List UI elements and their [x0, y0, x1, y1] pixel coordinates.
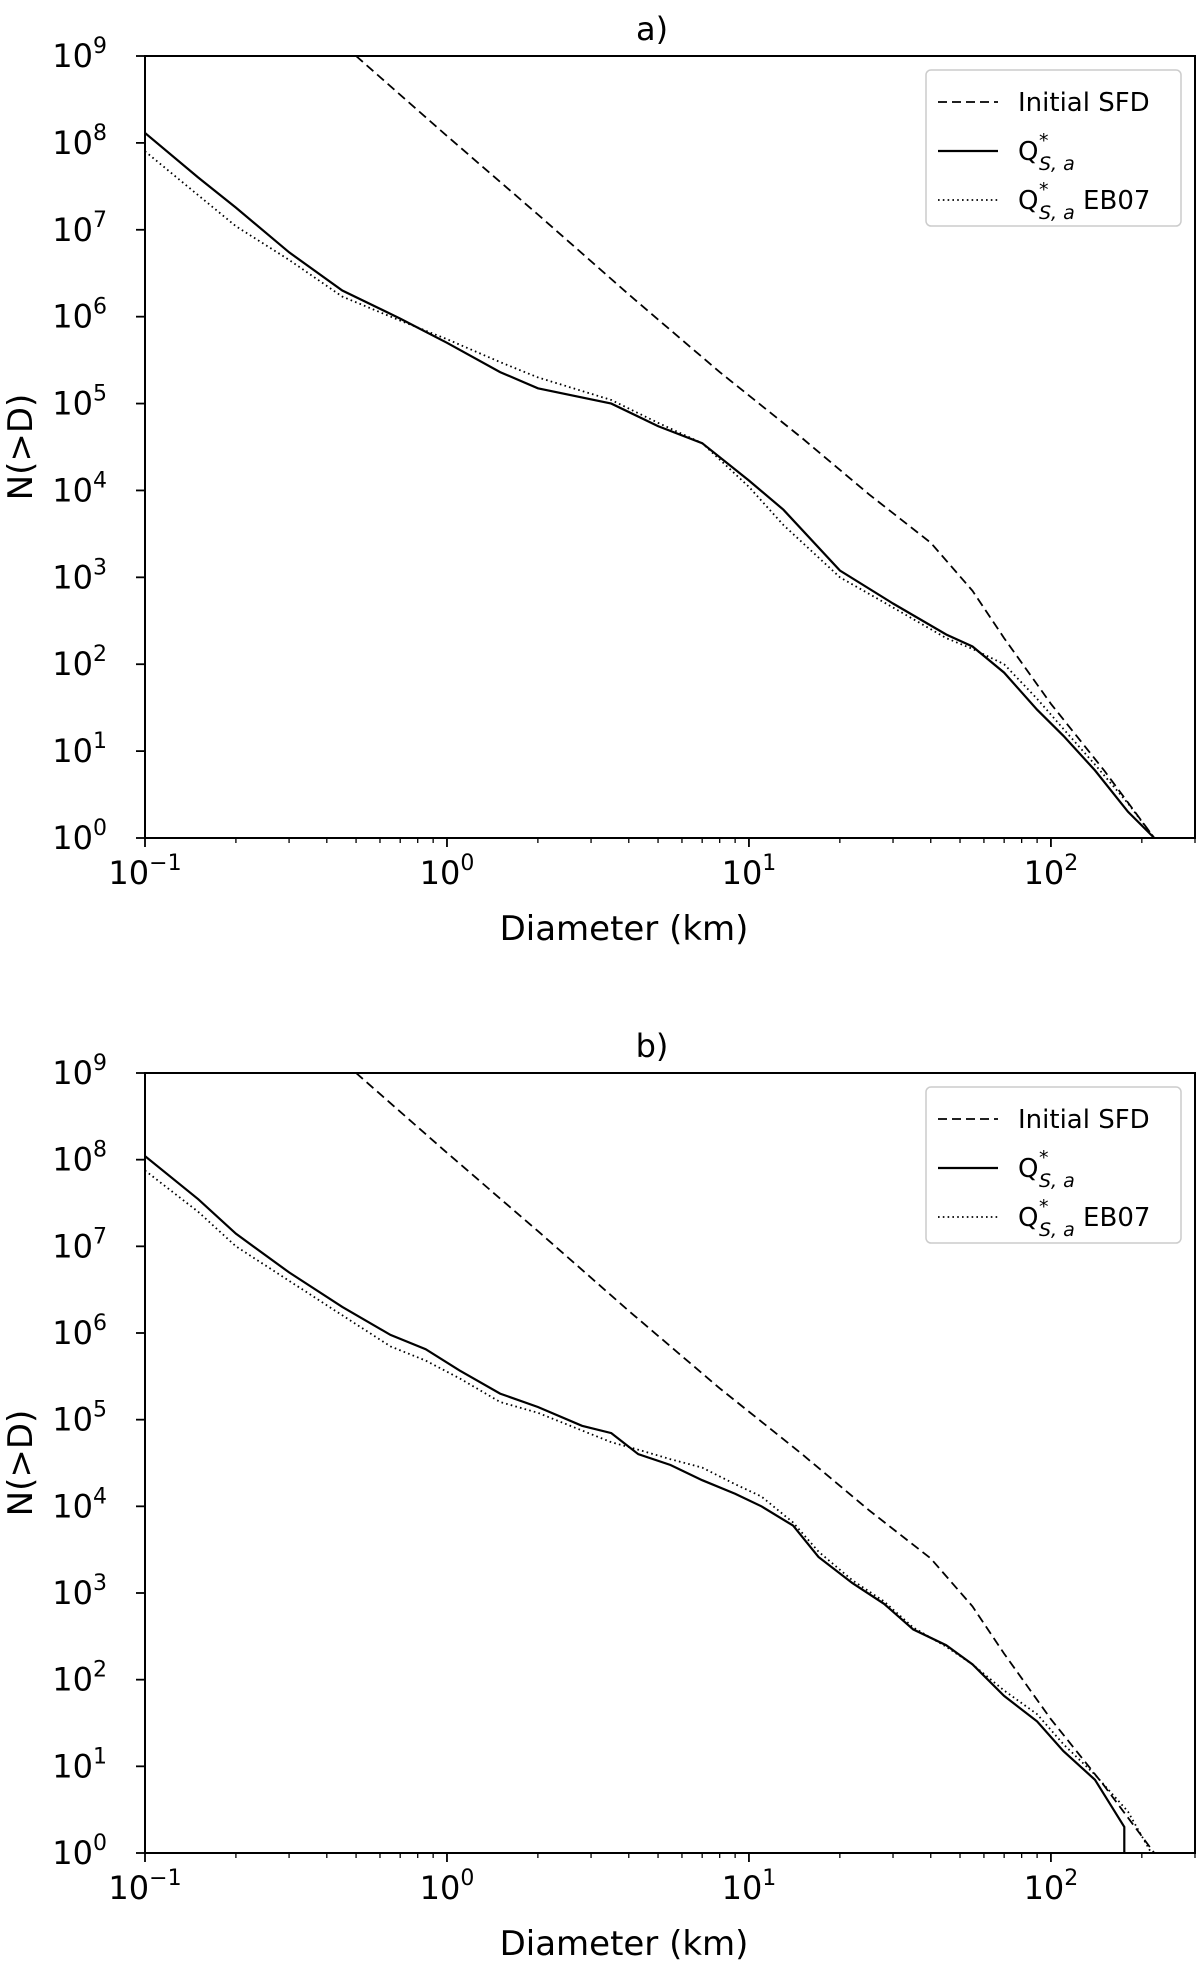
- x-tick-label: 101: [722, 851, 777, 892]
- y-axis-label: N(>D): [1, 1410, 41, 1517]
- series-line-initial-sfd: [355, 1073, 1156, 1853]
- y-tick-label: 104: [52, 468, 107, 509]
- y-tick-label: 103: [52, 1571, 107, 1612]
- y-tick-label: 109: [52, 1051, 107, 1092]
- series-line-qsa: [145, 132, 1156, 838]
- x-axis-label: Diameter (km): [500, 1924, 749, 1964]
- y-tick-label: 104: [52, 1484, 107, 1525]
- legend-box: [925, 69, 1182, 227]
- y-tick-label: 100: [52, 816, 107, 857]
- y-tick-label: 106: [52, 1311, 107, 1352]
- y-tick-label: 100: [52, 1831, 107, 1872]
- y-tick-label: 108: [52, 1138, 107, 1179]
- x-tick-label: 101: [722, 1866, 777, 1907]
- y-tick-label: 105: [52, 1398, 107, 1439]
- legend-label: Q* S, a EB07: [1018, 179, 1150, 224]
- y-tick-label: 109: [52, 34, 107, 75]
- plot-frame: [144, 55, 1196, 839]
- y-tick-label: 107: [52, 208, 107, 249]
- x-tick-label: 10−1: [108, 851, 181, 892]
- legend-label: Q* S, a: [1018, 1147, 1075, 1192]
- x-tick-label: 100: [420, 851, 475, 892]
- x-axis-label: Diameter (km): [500, 909, 749, 949]
- y-tick-label: 102: [52, 642, 107, 683]
- legend-label: Q* S, a EB07: [1018, 1196, 1150, 1241]
- legend: Initial SFD Q* S, aQ* S, a EB07: [925, 1086, 1182, 1244]
- plot-frame: [144, 1072, 1196, 1854]
- y-tick-label: 102: [52, 1658, 107, 1699]
- y-tick-label: 101: [52, 1744, 107, 1785]
- x-tick-label: 102: [1024, 1866, 1079, 1907]
- chart-panel-b: 10−1 100 101 102100101102103104105106107108…: [1, 1027, 1196, 1964]
- y-tick-label: 101: [52, 729, 107, 770]
- legend-label: Initial SFD: [1018, 88, 1150, 118]
- x-tick-label: 10−1: [108, 1866, 181, 1907]
- x-tick-label: 100: [420, 1866, 475, 1907]
- legend-box: [925, 1086, 1182, 1244]
- x-tick-label: 102: [1024, 851, 1079, 892]
- y-tick-label: 105: [52, 382, 107, 423]
- chart-title: a): [636, 10, 668, 48]
- series-line-qsa: [145, 1155, 1126, 1853]
- y-tick-label: 106: [52, 295, 107, 336]
- series-line-qsa-eb07: [145, 1169, 1153, 1853]
- y-tick-label: 108: [52, 121, 107, 162]
- y-tick-label: 107: [52, 1224, 107, 1265]
- chart-panel-a: 10−1 100 101 102100101102103104105106107108…: [1, 10, 1196, 949]
- legend-label: Initial SFD: [1018, 1105, 1150, 1135]
- chart-title: b): [636, 1027, 669, 1065]
- series-line-qsa-eb07: [145, 150, 1156, 838]
- series-line-initial-sfd: [355, 56, 1156, 838]
- y-axis-label: N(>D): [1, 394, 41, 501]
- y-tick-label: 103: [52, 555, 107, 596]
- legend: Initial SFD Q* S, aQ* S, a EB07: [925, 69, 1182, 227]
- legend-label: Q* S, a: [1018, 130, 1075, 175]
